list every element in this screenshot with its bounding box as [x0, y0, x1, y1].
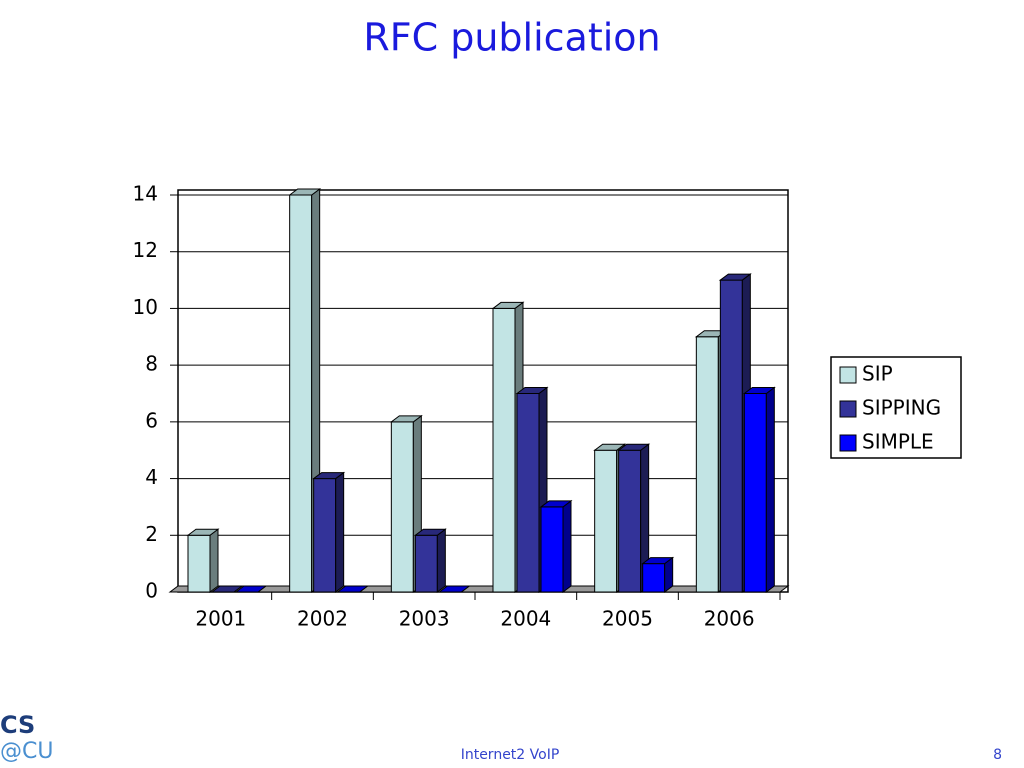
bar-top-shade — [541, 500, 571, 507]
bar-side-shade — [664, 557, 673, 592]
bar-top-shade — [642, 557, 673, 564]
bar — [289, 194, 313, 593]
legend-label: SIPPING — [862, 396, 941, 420]
bar — [540, 506, 564, 593]
bar-top — [413, 528, 447, 536]
y-tick-label: 14 — [133, 182, 158, 206]
legend-swatch — [839, 400, 857, 418]
bar-top-shade — [212, 586, 242, 592]
bar — [642, 563, 666, 593]
bar-top-shade — [493, 302, 523, 309]
bar-top-shade — [720, 274, 751, 281]
y-tick-label: 10 — [133, 295, 158, 319]
y-tick-label: 2 — [145, 522, 158, 546]
bar-top — [234, 585, 268, 593]
bar-side-shade — [437, 529, 446, 592]
bar — [313, 478, 337, 593]
x-tick-label: 2001 — [195, 607, 246, 631]
bar-top-shade — [594, 444, 625, 451]
bar-top — [718, 273, 752, 281]
bar-top-shade — [744, 387, 775, 394]
bar-top-shade — [236, 586, 266, 592]
bar — [414, 534, 438, 593]
bar-top — [210, 585, 244, 593]
bar-top-shade — [391, 415, 422, 422]
logo-bottom: @CU — [0, 739, 53, 764]
bar-top-shade — [289, 189, 320, 195]
bar — [743, 393, 767, 593]
bar-top — [539, 500, 573, 508]
bar — [618, 449, 642, 593]
chart-title: RFC publication — [363, 16, 660, 60]
bar-side-shade — [640, 444, 649, 592]
bar — [516, 393, 540, 593]
bar-top — [742, 387, 776, 394]
footer-text: Internet2 VoIP — [461, 747, 560, 763]
bar-top-shade — [618, 444, 649, 451]
x-tick-label: 2006 — [704, 607, 755, 631]
y-tick-label: 6 — [145, 408, 158, 432]
legend-label: SIP — [862, 362, 893, 386]
bar-top-shade — [337, 586, 368, 592]
bar-top — [437, 585, 471, 593]
bar-side-shade — [335, 472, 344, 592]
bar-top — [186, 528, 220, 536]
logo-top: CS — [0, 711, 35, 739]
bar-top-shade — [439, 586, 470, 592]
bar — [719, 279, 743, 593]
bar-top-shade — [188, 529, 218, 536]
bar-top-shade — [415, 529, 446, 536]
y-tick-label: 4 — [145, 465, 158, 489]
bar-top — [336, 585, 370, 593]
bar-top — [312, 472, 346, 480]
x-tick-label: 2004 — [500, 607, 551, 631]
bar-top — [617, 443, 651, 451]
legend-swatch — [839, 434, 857, 452]
page-number: 8 — [993, 747, 1002, 763]
bar-side-shade — [766, 387, 775, 592]
bar-top-shade — [313, 472, 344, 479]
x-tick-label: 2005 — [602, 607, 653, 631]
bar-top — [641, 557, 675, 565]
bar-top — [515, 387, 549, 394]
bar — [187, 534, 211, 593]
bar-top — [288, 188, 322, 196]
bar-top-shade — [696, 330, 727, 337]
x-tick-label: 2002 — [297, 607, 348, 631]
bar-top-shade — [517, 387, 547, 394]
bar — [390, 421, 414, 593]
bar-top — [593, 443, 627, 451]
bar-top — [491, 301, 525, 309]
bar-top — [389, 415, 423, 423]
x-tick-label: 2003 — [399, 607, 450, 631]
y-tick-label: 0 — [145, 579, 158, 603]
bar-side-shade — [563, 500, 571, 592]
bar — [594, 449, 618, 593]
y-tick-label: 8 — [145, 352, 158, 376]
bar — [492, 307, 516, 593]
legend-label: SIMPLE — [862, 430, 934, 454]
bar — [695, 336, 719, 593]
legend-swatch — [839, 366, 857, 384]
bar-side-shade — [210, 529, 218, 592]
y-tick-label: 12 — [133, 238, 158, 262]
